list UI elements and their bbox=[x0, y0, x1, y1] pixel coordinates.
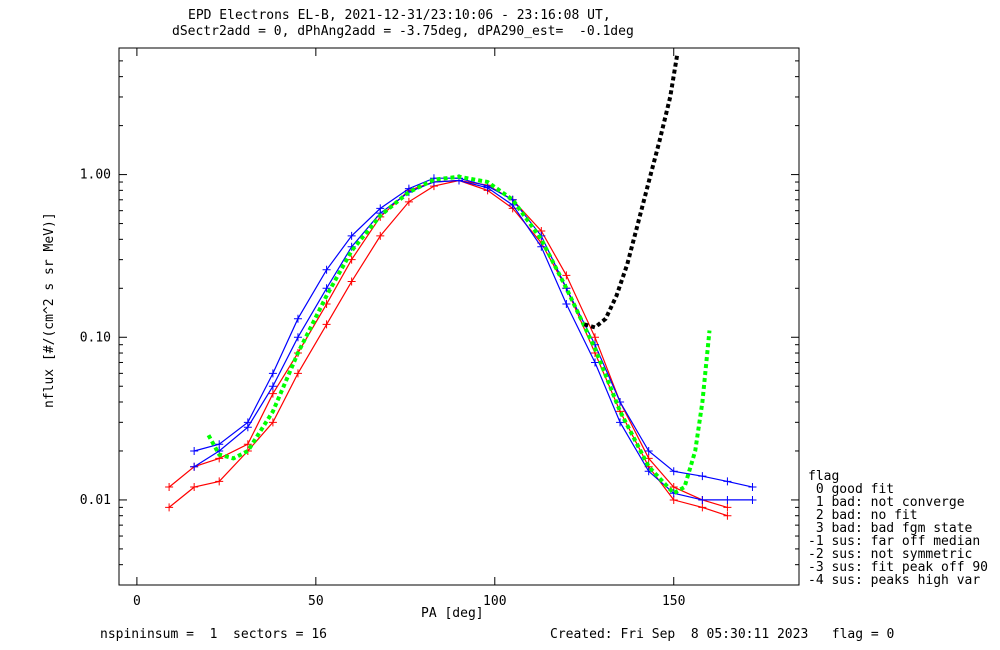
data-point bbox=[243, 423, 252, 432]
data-point bbox=[562, 271, 571, 280]
data-point bbox=[723, 503, 732, 512]
data-point bbox=[537, 242, 546, 251]
data-point bbox=[268, 389, 277, 398]
data-point bbox=[293, 333, 302, 342]
data-layer bbox=[165, 53, 757, 520]
data-point bbox=[748, 495, 757, 504]
data-point bbox=[723, 495, 732, 504]
footer-left: nspininsum = 1 sectors = 16 bbox=[100, 627, 327, 642]
series-line-1 bbox=[168, 179, 728, 508]
data-point bbox=[268, 418, 277, 427]
data-point bbox=[165, 483, 174, 492]
series-line-4 bbox=[206, 174, 712, 496]
legend-item: -2 sus: not symmetric bbox=[808, 547, 973, 562]
data-point bbox=[190, 483, 199, 492]
data-point bbox=[215, 477, 224, 486]
series-group bbox=[165, 53, 757, 520]
data-point bbox=[243, 440, 252, 449]
data-point bbox=[562, 300, 571, 309]
plot-frame bbox=[118, 47, 800, 586]
data-point bbox=[723, 511, 732, 520]
data-point bbox=[347, 255, 356, 264]
data-point bbox=[669, 495, 678, 504]
legend-item: 1 bad: not converge bbox=[808, 495, 965, 510]
data-point bbox=[748, 483, 757, 492]
x-tick-label: 150 bbox=[662, 594, 685, 609]
y-tick-label: 1.00 bbox=[80, 168, 111, 183]
data-point bbox=[404, 197, 413, 206]
axis-layer: 0 50 100 150 0.01 0.10 1.00 bbox=[80, 47, 799, 609]
data-point bbox=[591, 333, 599, 342]
x-axis-label: PA [deg] bbox=[421, 606, 484, 621]
data-point bbox=[268, 369, 277, 378]
data-point bbox=[376, 231, 385, 240]
footer-right: Created: Fri Sep 8 05:30:11 2023 flag = … bbox=[550, 627, 895, 642]
series-line-5 bbox=[583, 53, 680, 330]
data-point bbox=[591, 358, 599, 367]
legend-item: -4 sus: peaks high var bbox=[808, 573, 981, 588]
data-point bbox=[723, 477, 732, 486]
data-point bbox=[293, 369, 302, 378]
data-point bbox=[322, 284, 331, 293]
data-point bbox=[190, 462, 199, 471]
legend-title: flag bbox=[808, 469, 840, 484]
x-tick-label: 50 bbox=[308, 594, 324, 609]
legend-item: 0 good fit bbox=[808, 482, 895, 497]
chart-subtitle: dSectr2add = 0, dPhAng2add = -3.75deg, d… bbox=[172, 24, 634, 39]
chart-title: EPD Electrons EL-B, 2021-12-31/23:10:06 … bbox=[188, 8, 611, 23]
data-point bbox=[698, 503, 707, 512]
series-line-3 bbox=[193, 179, 753, 501]
data-point bbox=[322, 320, 331, 329]
data-point bbox=[347, 277, 356, 286]
data-point bbox=[215, 440, 224, 449]
data-point bbox=[483, 183, 492, 192]
data-point bbox=[347, 231, 356, 240]
data-point bbox=[644, 446, 653, 455]
data-point bbox=[698, 495, 707, 504]
legend-item: 2 bad: no fit bbox=[808, 508, 918, 523]
x-tick-label: 100 bbox=[483, 594, 506, 609]
data-point bbox=[698, 472, 707, 481]
data-point bbox=[293, 314, 302, 323]
legend-item: -1 sus: far off median bbox=[808, 534, 981, 549]
y-tick-label: 0.10 bbox=[80, 330, 111, 345]
legend-item: 3 bad: bad fgm state bbox=[808, 521, 973, 536]
y-axis-label: nflux [#/(cm^2 s sr MeV)] bbox=[42, 212, 57, 408]
data-point bbox=[616, 418, 625, 427]
data-point bbox=[669, 467, 678, 476]
series-line-0 bbox=[168, 179, 728, 517]
data-point bbox=[268, 382, 277, 391]
data-point bbox=[190, 446, 199, 455]
data-point bbox=[165, 503, 174, 512]
series-line-2 bbox=[194, 177, 753, 488]
legend-item: -3 sus: fit peak off 90 bbox=[808, 560, 989, 575]
x-tick-label: 0 bbox=[133, 594, 141, 609]
y-tick-label: 0.01 bbox=[80, 493, 111, 508]
data-point bbox=[322, 265, 331, 274]
